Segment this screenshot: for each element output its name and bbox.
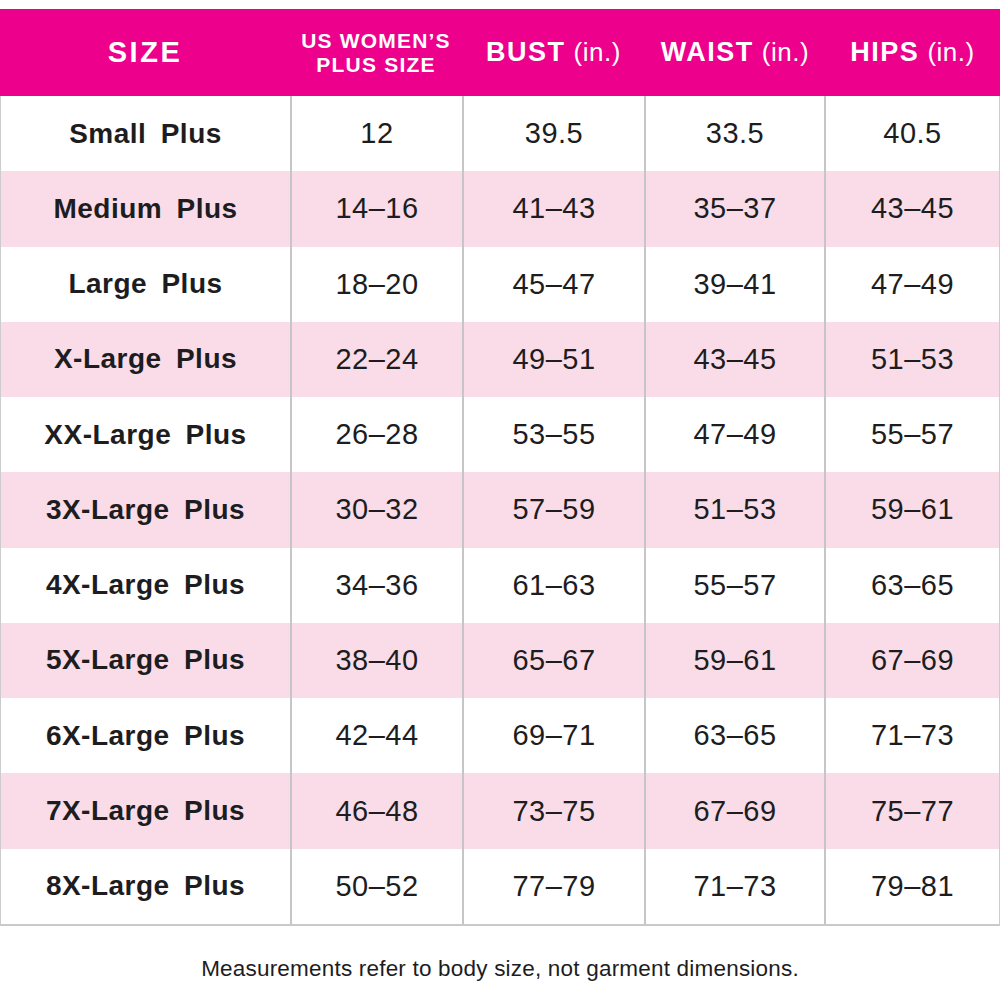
bust-cell: 45–47 (462, 247, 644, 322)
hips-cell: 59–61 (824, 472, 999, 547)
us-plus-size-cell: 18–20 (290, 247, 462, 322)
hips-cell: 40.5 (824, 96, 999, 171)
size-name-cell: 5X-Large Plus (1, 623, 290, 698)
waist-cell: 55–57 (644, 548, 824, 623)
table-row: 3X-Large Plus 30–32 57–59 51–53 59–61 (1, 472, 999, 547)
waist-cell: 71–73 (644, 849, 824, 924)
hips-cell: 63–65 (824, 548, 999, 623)
column-header-us-plus-size: US WOMEN’S PLUS SIZE (290, 29, 462, 76)
bust-cell: 41–43 (462, 171, 644, 246)
waist-cell: 43–45 (644, 322, 824, 397)
us-plus-size-cell: 46–48 (290, 773, 462, 848)
column-header-waist-label: WAIST (661, 37, 754, 67)
table-row: Large Plus 18–20 45–47 39–41 47–49 (1, 247, 999, 322)
table-row: 6X-Large Plus 42–44 69–71 63–65 71–73 (1, 698, 999, 773)
bust-cell: 77–79 (462, 849, 644, 924)
us-plus-size-cell: 22–24 (290, 322, 462, 397)
size-name-cell: Small Plus (1, 96, 290, 171)
column-header-us-plus-size-line2: PLUS SIZE (316, 53, 435, 77)
column-header-hips: HIPS (in.) (825, 37, 1000, 67)
hips-cell: 71–73 (824, 698, 999, 773)
us-plus-size-cell: 42–44 (290, 698, 462, 773)
size-name-cell: 4X-Large Plus (1, 548, 290, 623)
column-header-waist-unit: (in.) (762, 38, 809, 67)
size-name-cell: XX-Large Plus (1, 397, 290, 472)
us-plus-size-cell: 34–36 (290, 548, 462, 623)
us-plus-size-cell: 12 (290, 96, 462, 171)
table-row: X-Large Plus 22–24 49–51 43–45 51–53 (1, 322, 999, 397)
waist-cell: 67–69 (644, 773, 824, 848)
hips-cell: 79–81 (824, 849, 999, 924)
size-name-cell: Large Plus (1, 247, 290, 322)
column-header-bust-unit: (in.) (574, 38, 621, 67)
table-row: Small Plus 12 39.5 33.5 40.5 (1, 96, 999, 171)
table-row: 7X-Large Plus 46–48 73–75 67–69 75–77 (1, 773, 999, 848)
waist-cell: 47–49 (644, 397, 824, 472)
column-header-waist: WAIST (in.) (645, 37, 825, 67)
size-name-cell: 8X-Large Plus (1, 849, 290, 924)
hips-cell: 75–77 (824, 773, 999, 848)
size-name-cell: Medium Plus (1, 171, 290, 246)
bust-cell: 61–63 (462, 548, 644, 623)
hips-cell: 47–49 (824, 247, 999, 322)
us-plus-size-cell: 26–28 (290, 397, 462, 472)
us-plus-size-cell: 30–32 (290, 472, 462, 547)
table-row: 5X-Large Plus 38–40 65–67 59–61 67–69 (1, 623, 999, 698)
column-header-hips-label: HIPS (850, 37, 919, 67)
size-name-cell: 7X-Large Plus (1, 773, 290, 848)
waist-cell: 33.5 (644, 96, 824, 171)
column-header-hips-unit: (in.) (927, 38, 974, 67)
hips-cell: 55–57 (824, 397, 999, 472)
us-plus-size-cell: 38–40 (290, 623, 462, 698)
bust-cell: 69–71 (462, 698, 644, 773)
bust-cell: 49–51 (462, 322, 644, 397)
bust-cell: 65–67 (462, 623, 644, 698)
bust-cell: 53–55 (462, 397, 644, 472)
column-header-size-label: SIZE (108, 36, 182, 68)
size-name-cell: 3X-Large Plus (1, 472, 290, 547)
waist-cell: 39–41 (644, 247, 824, 322)
waist-cell: 59–61 (644, 623, 824, 698)
hips-cell: 51–53 (824, 322, 999, 397)
hips-cell: 43–45 (824, 171, 999, 246)
waist-cell: 35–37 (644, 171, 824, 246)
table-row: 4X-Large Plus 34–36 61–63 55–57 63–65 (1, 548, 999, 623)
bust-cell: 39.5 (462, 96, 644, 171)
waist-cell: 51–53 (644, 472, 824, 547)
hips-cell: 67–69 (824, 623, 999, 698)
table-row: 8X-Large Plus 50–52 77–79 71–73 79–81 (1, 849, 999, 924)
table-row: XX-Large Plus 26–28 53–55 47–49 55–57 (1, 397, 999, 472)
column-header-bust-label: BUST (486, 37, 566, 67)
table-header: SIZE US WOMEN’S PLUS SIZE BUST (in.) WAI… (0, 9, 1000, 96)
size-name-cell: X-Large Plus (1, 322, 290, 397)
us-plus-size-cell: 14–16 (290, 171, 462, 246)
size-chart: SIZE US WOMEN’S PLUS SIZE BUST (in.) WAI… (0, 0, 1000, 1000)
table-row: Medium Plus 14–16 41–43 35–37 43–45 (1, 171, 999, 246)
size-name-cell: 6X-Large Plus (1, 698, 290, 773)
waist-cell: 63–65 (644, 698, 824, 773)
footer-note: Measurements refer to body size, not gar… (0, 956, 1000, 982)
column-header-us-plus-size-line1: US WOMEN’S (301, 29, 451, 53)
size-table-body: Small Plus 12 39.5 33.5 40.5 Medium Plus… (0, 96, 1000, 926)
bust-cell: 73–75 (462, 773, 644, 848)
us-plus-size-cell: 50–52 (290, 849, 462, 924)
column-header-bust: BUST (in.) (462, 37, 645, 67)
bust-cell: 57–59 (462, 472, 644, 547)
column-header-size: SIZE (0, 36, 290, 68)
